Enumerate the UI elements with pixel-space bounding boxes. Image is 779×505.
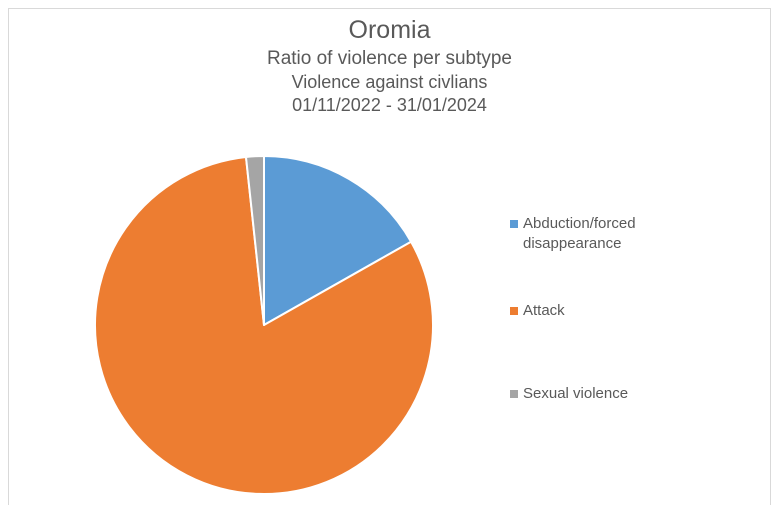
chart-subtitle-1: Ratio of violence per subtype (266, 48, 513, 69)
legend-label-sexual-violence: Sexual violence (523, 385, 629, 402)
pie-slice-abduction (263, 155, 413, 326)
chart-titles: Oromia Ratio of violence per subtype Vio… (0, 14, 779, 117)
chart-date-range: 01/11/2022 - 31/01/2024 (292, 95, 487, 115)
legend-item-abduction: Abduction/forced disappearance (510, 214, 693, 254)
legend-swatch-attack (510, 307, 518, 315)
legend-swatch-abduction (510, 220, 518, 228)
legend-label-attack: Attack (523, 302, 565, 319)
chart-subtitle-2: Violence against civlians (291, 72, 488, 92)
pie-slice-sexual-violence (244, 155, 265, 326)
legend-label-abduction: Abduction/forced disappearance (523, 215, 636, 252)
legend-swatch-sexual-violence (510, 390, 518, 398)
legend-item-attack: Attack (510, 301, 693, 321)
legend-item-sexual-violence: Sexual violence (510, 384, 693, 404)
chart-title: Oromia (348, 16, 431, 44)
